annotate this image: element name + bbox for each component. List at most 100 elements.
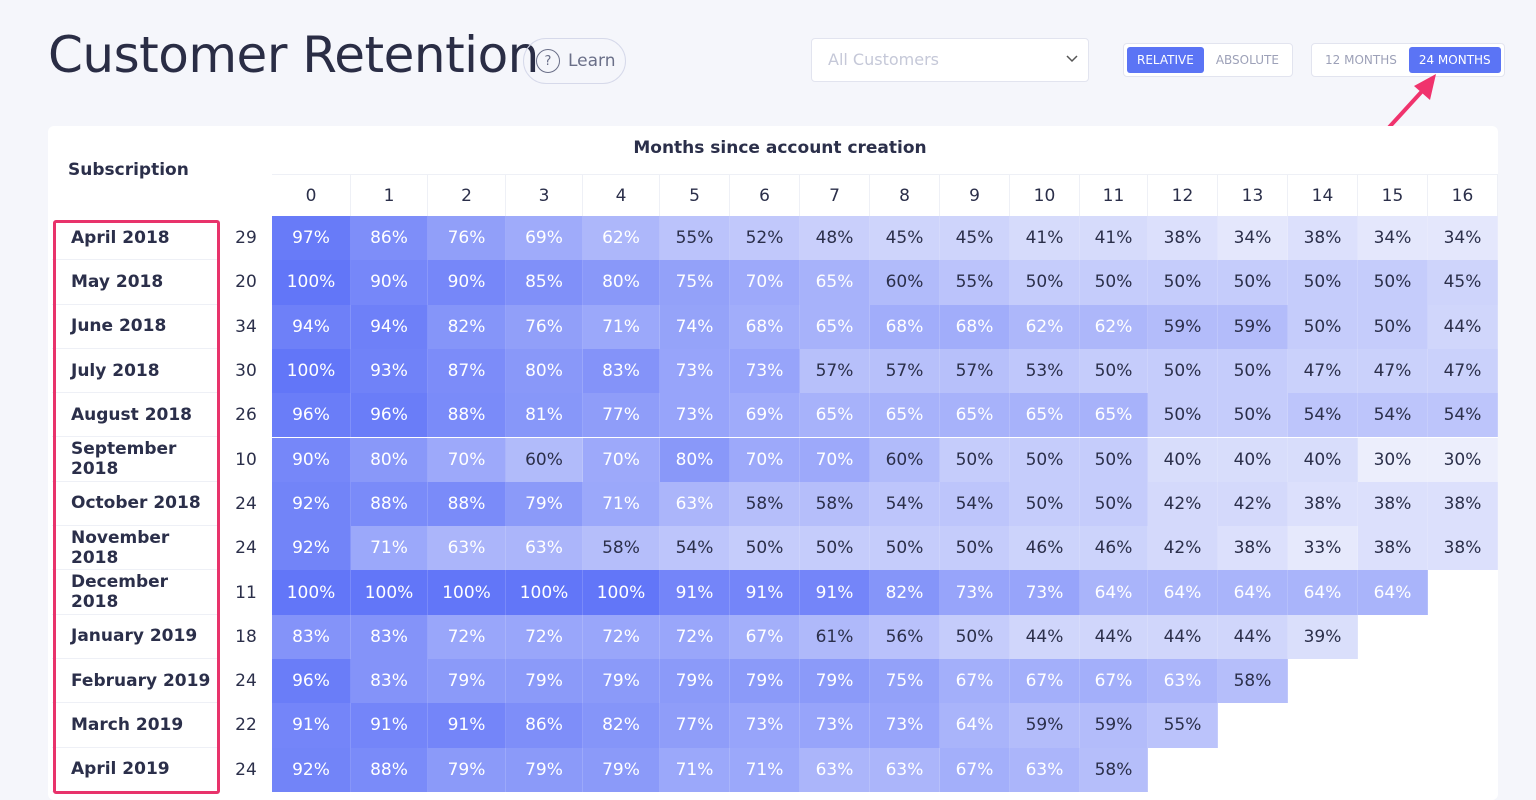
retention-cell: 42% <box>1148 481 1218 527</box>
retention-cell: 73% <box>660 393 730 438</box>
retention-cell: 100% <box>351 570 428 615</box>
retention-cell: 62% <box>1080 304 1148 349</box>
retention-cell: 50% <box>1080 260 1148 305</box>
retention-cell: 47% <box>1288 348 1358 394</box>
retention-cell: 55% <box>660 216 730 261</box>
retention-cell: 59% <box>1010 703 1080 748</box>
retention-cell: 91% <box>730 570 800 615</box>
retention-cell: 91% <box>428 703 506 748</box>
retention-cell: 54% <box>870 481 940 527</box>
segment-select[interactable]: All Customers <box>811 38 1089 82</box>
retention-cell: 67% <box>940 747 1010 792</box>
12-months-button[interactable]: 12 MONTHS <box>1325 53 1397 67</box>
retention-cell: 73% <box>660 348 730 394</box>
row-count: 29 <box>235 228 257 249</box>
row-label: September 2018 <box>52 438 220 482</box>
retention-cell: 76% <box>506 304 583 349</box>
retention-cell: 50% <box>800 526 870 571</box>
retention-cell: 82% <box>870 570 940 615</box>
row-label: December 2018 <box>52 570 220 615</box>
column-group-header: Months since account creation <box>633 138 927 158</box>
retention-cell: 75% <box>870 659 940 704</box>
retention-cell: 96% <box>272 393 351 438</box>
retention-cell: 100% <box>272 348 351 394</box>
row-label: June 2018 <box>52 305 220 349</box>
retention-cell: 50% <box>870 526 940 571</box>
retention-cell: 50% <box>1358 260 1428 305</box>
retention-cell: 68% <box>940 304 1010 349</box>
column-header: 7 <box>800 174 870 216</box>
retention-cell: 91% <box>800 570 870 615</box>
retention-cell: 72% <box>506 614 583 659</box>
retention-cell: 65% <box>800 260 870 305</box>
learn-button[interactable]: ? Learn <box>523 38 626 84</box>
row-count: 26 <box>235 405 257 426</box>
retention-cell: 88% <box>351 747 428 792</box>
retention-cell: 100% <box>583 570 660 615</box>
retention-cell: 55% <box>940 260 1010 305</box>
retention-cell: 100% <box>272 260 351 305</box>
column-header: 0 <box>272 174 351 216</box>
retention-cell: 79% <box>428 747 506 792</box>
retention-cell: 73% <box>730 703 800 748</box>
retention-cell: 30% <box>1358 437 1428 482</box>
retention-cell: 93% <box>351 348 428 394</box>
retention-cell: 58% <box>1080 747 1148 792</box>
retention-cell: 46% <box>1080 526 1148 571</box>
retention-cell: 54% <box>1358 393 1428 438</box>
retention-cell: 38% <box>1288 216 1358 261</box>
retention-cell: 70% <box>583 437 660 482</box>
retention-cell: 67% <box>940 659 1010 704</box>
relative-button[interactable]: RELATIVE <box>1127 47 1204 73</box>
retention-cell: 70% <box>428 437 506 482</box>
retention-cell: 72% <box>660 614 730 659</box>
retention-cell: 38% <box>1218 526 1288 571</box>
retention-cell: 73% <box>800 703 870 748</box>
retention-cell: 91% <box>660 570 730 615</box>
retention-cell: 73% <box>940 570 1010 615</box>
retention-cell: 50% <box>940 437 1010 482</box>
learn-label: Learn <box>568 51 616 71</box>
retention-cell: 65% <box>800 304 870 349</box>
retention-cell: 92% <box>272 747 351 792</box>
retention-cell: 50% <box>1010 437 1080 482</box>
retention-cell: 70% <box>800 437 870 482</box>
retention-cell: 85% <box>506 260 583 305</box>
retention-cell: 77% <box>660 703 730 748</box>
retention-cell: 97% <box>272 216 351 261</box>
retention-cell: 57% <box>940 348 1010 394</box>
retention-cell: 65% <box>870 393 940 438</box>
retention-cell: 42% <box>1148 526 1218 571</box>
retention-cell: 79% <box>506 659 583 704</box>
row-label: March 2019 <box>52 703 220 748</box>
retention-cell: 72% <box>428 614 506 659</box>
retention-cell: 64% <box>940 703 1010 748</box>
retention-cell: 90% <box>272 437 351 482</box>
absolute-button[interactable]: ABSOLUTE <box>1215 53 1279 67</box>
retention-cell: 63% <box>870 747 940 792</box>
retention-cell: 48% <box>800 216 870 261</box>
retention-cell: 50% <box>1080 348 1148 394</box>
retention-cell: 55% <box>1148 703 1218 748</box>
retention-cell: 92% <box>272 481 351 527</box>
row-count: 24 <box>235 671 257 692</box>
24-months-button[interactable]: 24 MONTHS <box>1408 47 1501 73</box>
retention-cell: 73% <box>1010 570 1080 615</box>
retention-cell: 50% <box>1080 437 1148 482</box>
column-header: 10 <box>1010 174 1080 216</box>
retention-cell: 83% <box>351 659 428 704</box>
row-count: 24 <box>235 493 257 514</box>
retention-cell: 46% <box>1010 526 1080 571</box>
column-header: 15 <box>1358 174 1428 216</box>
retention-cell: 90% <box>351 260 428 305</box>
retention-cell: 61% <box>800 614 870 659</box>
retention-cell: 68% <box>870 304 940 349</box>
select-placeholder: All Customers <box>828 50 939 69</box>
retention-cell: 83% <box>272 614 351 659</box>
row-count: 18 <box>235 626 257 647</box>
retention-cell: 44% <box>1010 614 1080 659</box>
retention-cell: 96% <box>272 659 351 704</box>
retention-cell: 40% <box>1218 437 1288 482</box>
column-header: 1 <box>351 174 428 216</box>
retention-cell: 57% <box>870 348 940 394</box>
